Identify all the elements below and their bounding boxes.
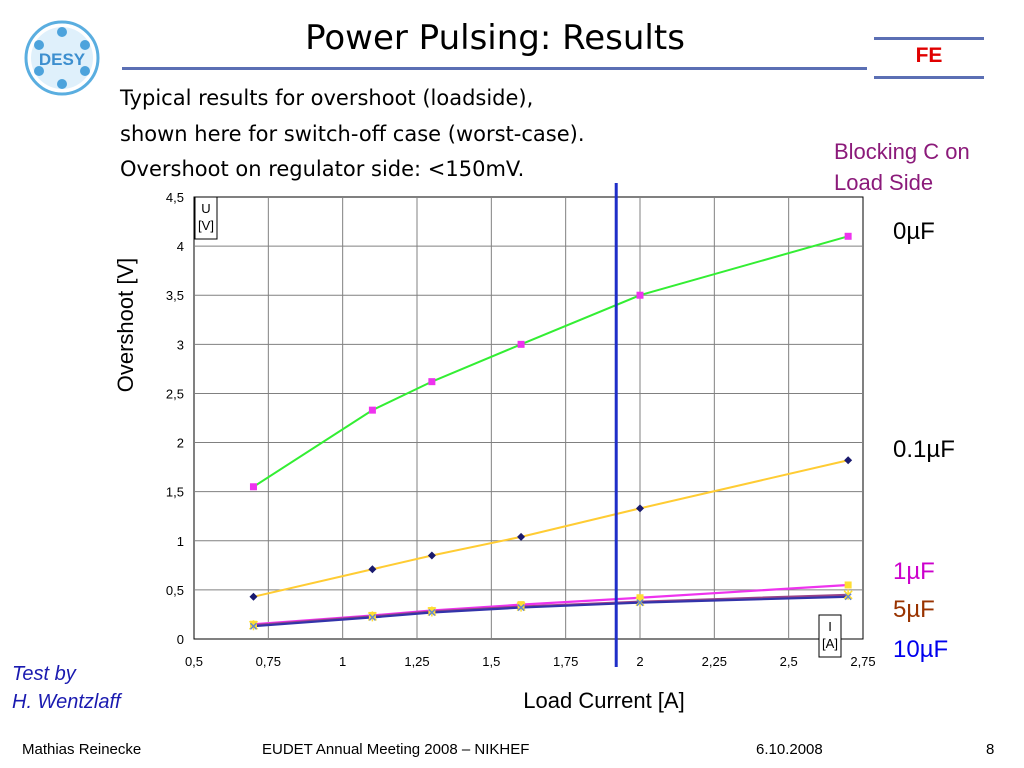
y-axis-label: Overshoot [V]: [113, 258, 138, 393]
badge-rule-bottom: [874, 76, 984, 79]
y-tick-label: 1: [177, 534, 184, 549]
y-tick-label: 1,5: [166, 485, 184, 500]
intro-line-3: Overshoot on regulator side: <150mV.: [120, 157, 525, 181]
y-tick-label: 3,5: [166, 288, 184, 303]
title-rule: [122, 67, 867, 70]
data-point-s4-5: [844, 593, 852, 601]
x-tick-label: 2: [636, 654, 643, 669]
y-unit-box-line: U: [201, 201, 210, 216]
x-tick-label: 0,75: [256, 654, 281, 669]
series-label-5uF: 5µF: [893, 596, 935, 623]
y-tick-label: 2,5: [166, 386, 184, 401]
data-point-s3-4: [635, 596, 645, 607]
series-line-4: [253, 595, 849, 628]
x-tick-label: 1,5: [482, 654, 500, 669]
x-tick-label: 1,75: [553, 654, 578, 669]
x-unit-box-line: I: [828, 619, 832, 634]
data-point-s3-0: [248, 620, 258, 631]
data-point-s3-2: [427, 606, 437, 617]
x-tick-label: 2,5: [780, 654, 798, 669]
footer-author: Mathias Reinecke: [22, 741, 142, 758]
y-tick-label: 4,5: [166, 190, 184, 205]
x-unit-box: I [A]: [818, 614, 842, 658]
test-credit-line-2: H. Wentzlaff: [12, 691, 121, 713]
footer-event: EUDET Annual Meeting 2008 – NIKHEF: [262, 741, 530, 758]
data-point-s2-4: [636, 594, 644, 602]
data-point-s4-2: [428, 608, 436, 617]
data-point-s3-5: [843, 589, 853, 600]
data-point-s0-0: [249, 483, 257, 491]
data-point-s0-4: [636, 291, 644, 299]
data-point-s2-5: [844, 581, 852, 589]
data-point-s0-5: [844, 232, 852, 240]
test-credit: Test by H. Wentzlaff: [12, 660, 121, 716]
badge-rule-top: [874, 37, 984, 40]
data-point-s1-4: [636, 504, 644, 513]
data-point-s4-3: [517, 604, 525, 612]
y-tick-label: 0,5: [166, 583, 184, 598]
series-label-0uF: 0µF: [893, 218, 935, 245]
logo-text: DESY: [39, 50, 86, 69]
data-point-s1-3: [517, 532, 526, 541]
series-label-01uF: 0.1µF: [893, 436, 955, 463]
fe-badge: FE: [915, 44, 943, 67]
series-label-10uF: 10µF: [893, 636, 949, 663]
y-tick-label: 2: [177, 436, 184, 451]
data-point-s0-3: [517, 340, 525, 348]
data-point-s2-3: [517, 601, 525, 609]
series-line-0: [252, 235, 849, 488]
intro-line-2: shown here for switch-off case (worst-ca…: [120, 122, 585, 146]
data-point-s1-0: [249, 592, 258, 601]
desy-logo: DESY: [24, 20, 100, 96]
data-point-s2-1: [368, 611, 376, 619]
x-unit-box-line: [A]: [822, 636, 838, 651]
data-point-s1-2: [427, 551, 436, 560]
series-line-1: [253, 459, 849, 598]
x-axis-label: Load Current [A]: [523, 688, 684, 713]
legend-title-line-1: Blocking C on: [834, 139, 970, 164]
y-unit-box: U [V]: [194, 196, 218, 240]
x-tick-label: 2,75: [850, 654, 875, 669]
legend-title: Blocking C on Load Side: [834, 136, 1024, 198]
series-line-3: [253, 593, 849, 627]
data-point-s1-5: [844, 456, 853, 465]
data-point-s4-0: [249, 622, 257, 630]
x-tick-label: 1: [339, 654, 346, 669]
y-tick-label: 4: [177, 239, 184, 254]
data-point-s3-3: [516, 601, 526, 612]
y-tick-label: 3: [177, 337, 184, 352]
plot-frame: [193, 196, 864, 640]
intro-line-1: Typical results for overshoot (loadside)…: [120, 86, 534, 110]
data-point-s4-4: [636, 599, 644, 607]
test-credit-line-1: Test by: [12, 663, 76, 685]
x-tick-label: 1,25: [404, 654, 429, 669]
data-point-s4-1: [368, 613, 376, 621]
y-unit-box-line: [V]: [198, 218, 214, 233]
data-point-s2-2: [428, 607, 436, 615]
footer-date: 6.10.2008: [756, 741, 823, 758]
y-tick-label: 0: [177, 632, 184, 647]
slide-title: Power Pulsing: Results: [305, 18, 685, 58]
x-tick-label: 0,5: [185, 654, 203, 669]
data-point-s0-1: [368, 406, 376, 414]
data-point-s1-1: [368, 565, 377, 574]
data-point-s2-0: [249, 620, 257, 628]
footer-page: 8: [986, 741, 995, 758]
data-point-s0-2: [428, 378, 436, 386]
series-line-2: [253, 583, 849, 626]
x-tick-label: 2,25: [702, 654, 727, 669]
series-label-1uF: 1µF: [893, 558, 935, 585]
data-point-s3-1: [367, 611, 377, 622]
legend-title-line-2: Load Side: [834, 170, 934, 195]
